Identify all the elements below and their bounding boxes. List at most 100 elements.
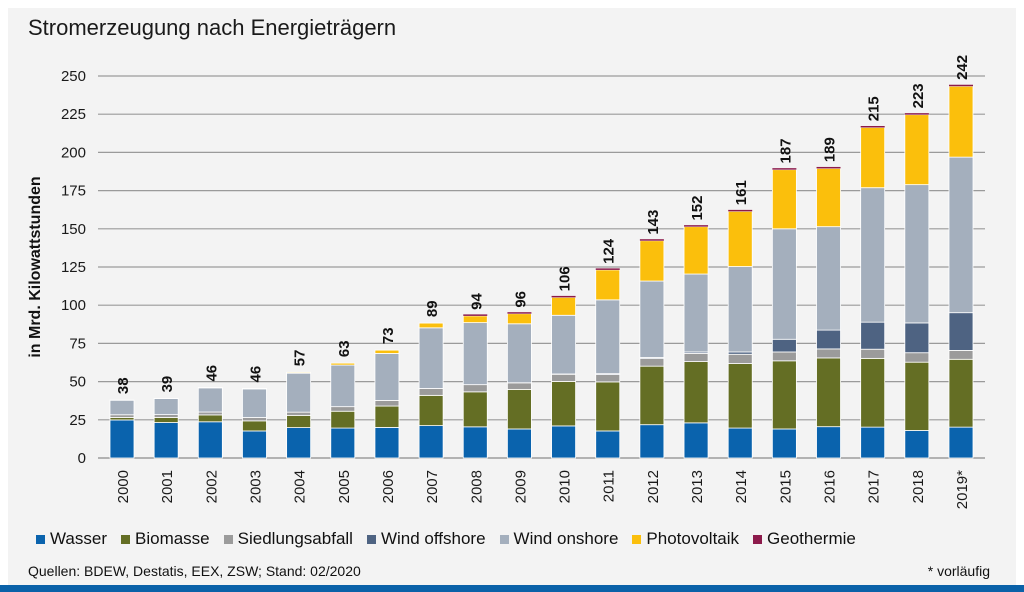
y-tick-label: 250 — [61, 68, 86, 85]
bar-segment-geothermie — [860, 125, 885, 128]
bar-segment-siedlungsabfall — [727, 353, 753, 364]
bar-segment-siedlungsabfall — [948, 350, 974, 360]
bar-segment-biomasse — [551, 381, 576, 427]
bar-segment-wind-offshore — [948, 312, 974, 351]
y-tick-label: 100 — [61, 297, 86, 314]
total-data-label: 39 — [159, 376, 176, 393]
legend-item: Wind onshore — [499, 529, 619, 549]
x-tick-label: 2018 — [910, 470, 927, 503]
bar-segment-wasser — [727, 427, 753, 459]
legend-item: Biomasse — [121, 529, 210, 549]
total-data-label: 242 — [954, 55, 971, 80]
bar-segment-siedlungsabfall — [330, 406, 356, 412]
bar-segment-wasser — [816, 426, 841, 459]
bar-segment-siedlungsabfall — [197, 411, 223, 416]
bar-segment-wasser — [771, 428, 797, 459]
y-tick-label: 0 — [78, 450, 86, 467]
bar-segment-photovoltaik — [595, 269, 621, 301]
bar-segment-biomasse — [948, 358, 974, 428]
legend-swatch — [121, 534, 130, 544]
legend-label: Siedlungsabfall — [237, 529, 353, 548]
bar-segment-photovoltaik — [816, 168, 841, 228]
x-tick-label: 2000 — [115, 470, 132, 503]
bar-segment-biomasse — [286, 414, 312, 428]
bar-segment-wind-offshore — [771, 338, 797, 353]
x-tick-label: 2009 — [512, 470, 529, 503]
bar-segment-wasser — [197, 421, 223, 459]
bar-segment-wasser — [948, 426, 974, 459]
bar-segment-geothermie — [728, 209, 753, 212]
bar-segment-biomasse — [771, 360, 797, 430]
bar-segment-wasser — [507, 428, 532, 459]
bar-segment-biomasse — [639, 365, 665, 426]
bar-segment-wind-onshore — [109, 399, 135, 416]
legend-item: Geothermie — [753, 529, 856, 549]
legend-swatch — [366, 534, 376, 544]
bar-segment-wind-onshore — [330, 364, 356, 408]
bar-segment-wind-onshore — [551, 314, 576, 375]
bar-segment-siedlungsabfall — [462, 384, 488, 393]
bar-segment-biomasse — [904, 361, 930, 431]
x-tick-label: 2003 — [247, 470, 264, 503]
legend-label: Wind offshore — [380, 529, 486, 548]
total-data-label: 189 — [822, 137, 839, 162]
x-tick-label: 2016 — [822, 470, 839, 503]
total-data-label: 223 — [910, 83, 927, 108]
bar-segment-wind-onshore — [771, 228, 797, 340]
x-tick-label: 2015 — [777, 470, 794, 503]
total-data-label: 46 — [247, 366, 264, 383]
bar-segment-wind-onshore — [286, 372, 312, 413]
bar-segment-siedlungsabfall — [507, 382, 532, 390]
bar-segment-photovoltaik — [948, 85, 974, 158]
bar-segment-biomasse — [197, 414, 223, 423]
total-data-label: 96 — [512, 291, 529, 308]
y-tick-label: 50 — [69, 374, 86, 391]
bar-segment-biomasse — [242, 420, 267, 432]
y-tick-label: 175 — [61, 183, 86, 200]
total-data-label: 152 — [689, 196, 706, 221]
bar-segment-wasser — [109, 419, 135, 459]
legend-item: Wasser — [36, 529, 107, 549]
legend-label: Photovoltaik — [646, 529, 740, 548]
x-tick-label: 2013 — [689, 470, 706, 503]
total-data-label: 161 — [733, 180, 750, 205]
bar-segment-photovoltaik — [551, 297, 576, 316]
bar-segment-biomasse — [816, 357, 841, 428]
total-data-label: 38 — [115, 377, 132, 394]
bar-segment-geothermie — [684, 225, 709, 227]
bar-segment-wind-offshore — [816, 329, 841, 350]
bar-segment-geothermie — [772, 168, 797, 170]
bar-segment-siedlungsabfall — [860, 348, 886, 359]
total-data-label: 57 — [292, 350, 309, 367]
bar-segment-wind-onshore — [727, 266, 753, 353]
bar-segment-siedlungsabfall — [418, 388, 444, 396]
y-tick-label: 125 — [61, 259, 86, 276]
bar-segment-biomasse — [462, 391, 488, 428]
x-tick-label: 2004 — [292, 470, 309, 503]
y-tick-label: 200 — [61, 144, 86, 161]
bar-segment-siedlungsabfall — [683, 352, 709, 362]
legend-label: Wind onshore — [513, 529, 619, 548]
legend-swatch — [36, 534, 45, 544]
bar-segment-wasser — [551, 425, 576, 459]
x-tick-label: 2014 — [733, 470, 750, 503]
total-data-label: 94 — [468, 293, 485, 310]
bar-segment-siedlungsabfall — [374, 399, 400, 407]
bar-segment-siedlungsabfall — [595, 374, 621, 383]
bar-segment-siedlungsabfall — [551, 373, 576, 382]
legend-swatch — [499, 534, 509, 544]
bar-segment-wasser — [286, 427, 312, 459]
bar-segment-biomasse — [860, 357, 886, 428]
x-tick-label: 2011 — [601, 470, 618, 502]
bar-segment-wasser — [242, 430, 267, 459]
legend: Wasser Biomasse Siedlungsabfall Wind offsho… — [36, 529, 870, 549]
bar-segment-wind-onshore — [153, 398, 179, 416]
bar-segment-siedlungsabfall — [242, 417, 267, 422]
bar-segment-photovoltaik — [639, 240, 665, 282]
bar-segment-wind-offshore — [904, 322, 930, 354]
bar-segment-photovoltaik — [286, 371, 312, 374]
bar-segment-biomasse — [330, 410, 356, 429]
bar-segment-siedlungsabfall — [153, 414, 179, 418]
x-tick-label: 2008 — [468, 470, 485, 503]
